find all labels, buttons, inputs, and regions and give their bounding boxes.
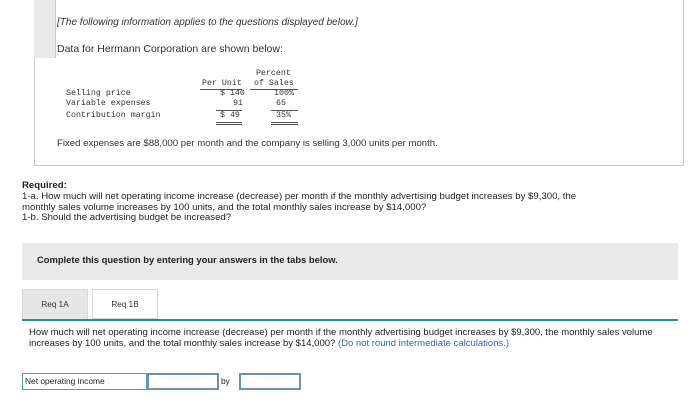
question-text: How much will net operating income incre… bbox=[29, 327, 653, 349]
contribution-margin-percent: 35% bbox=[276, 111, 291, 120]
selling-price-percent: 100% bbox=[274, 89, 294, 98]
question-hint: (Do not round intermediate calculations.… bbox=[337, 337, 510, 349]
tabs-bar: Req 1A Req 1B bbox=[22, 289, 678, 319]
increase-decrease-select[interactable] bbox=[147, 373, 219, 390]
required-title: Required: bbox=[22, 180, 67, 191]
amount-input[interactable] bbox=[239, 373, 301, 390]
tab-req-1a[interactable]: Req 1A bbox=[22, 289, 88, 319]
required-1a-line2: monthly sales volume increases by 100 un… bbox=[22, 201, 427, 213]
required-1b: 1-b. Should the advertising budget be in… bbox=[22, 212, 232, 224]
header-rule-of-sales bbox=[250, 89, 298, 90]
answer-panel: How much will net operating income incre… bbox=[22, 319, 678, 401]
contribution-rule-per-unit bbox=[216, 122, 242, 125]
instruction-text: Complete this question by entering your … bbox=[37, 254, 338, 265]
data-description: Data for Hermann Corporation are shown b… bbox=[57, 43, 283, 55]
header-percent: Percent bbox=[256, 69, 291, 78]
panel-ribbon bbox=[34, 0, 56, 58]
selling-price-per-unit: $ 140 bbox=[220, 89, 245, 98]
variable-expenses-percent: 65 bbox=[276, 99, 286, 108]
row-label-variable-expenses: Variable expenses bbox=[66, 99, 151, 108]
variable-rule-percent bbox=[271, 110, 298, 111]
contribution-rule-percent bbox=[271, 122, 298, 125]
tab-req-1b-label: Req 1B bbox=[111, 299, 139, 309]
variable-rule-per-unit bbox=[216, 110, 242, 111]
by-label: by bbox=[221, 376, 230, 386]
required-1a-line1: 1-a. How much will net operating income … bbox=[22, 190, 577, 202]
fixed-expenses-note: Fixed expenses are $88,000 per month and… bbox=[57, 138, 438, 149]
answer-question: How much will net operating income incre… bbox=[29, 327, 669, 349]
row-label-selling-price: Selling price bbox=[66, 89, 131, 98]
contribution-margin-per-unit: $ 49 bbox=[220, 111, 240, 120]
tab-req-1b[interactable]: Req 1B bbox=[92, 289, 158, 319]
info-panel: [The following information applies to th… bbox=[34, 0, 684, 166]
intro-note: [The following information applies to th… bbox=[57, 17, 358, 28]
header-of-sales: of Sales bbox=[254, 79, 294, 88]
tab-req-1a-label: Req 1A bbox=[41, 300, 69, 309]
answer-row: Net operating income by bbox=[22, 373, 322, 390]
required-section: Required: 1-a. How much will net operati… bbox=[22, 180, 672, 224]
header-rule-per-unit bbox=[200, 89, 242, 90]
variable-expenses-per-unit: 91 bbox=[233, 99, 243, 108]
net-operating-income-label: Net operating income bbox=[22, 373, 147, 390]
header-per-unit: Per Unit bbox=[202, 79, 242, 88]
row-label-contribution-margin: Contribution margin bbox=[66, 111, 161, 120]
instruction-box: Complete this question by entering your … bbox=[22, 243, 678, 280]
